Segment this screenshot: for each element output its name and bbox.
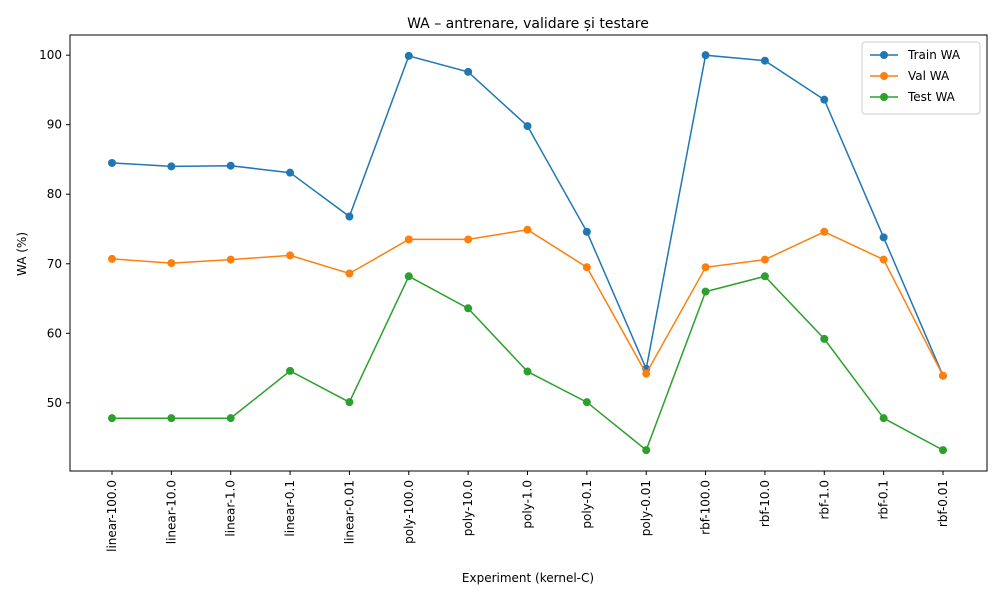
x-tick-label: rbf-0.01 — [936, 480, 950, 527]
plot-frame — [69, 34, 988, 472]
legend-train-wa-marker — [880, 51, 888, 59]
x-tick-label: poly-1.0 — [521, 480, 535, 529]
chart-title: WA – antrenare, validare și testare — [407, 16, 649, 32]
val-wa-point — [345, 269, 354, 278]
val-wa-point — [108, 254, 116, 263]
val-wa-point — [286, 251, 295, 260]
train-wa-point — [226, 161, 235, 170]
y-tick-label: 80 — [47, 187, 62, 201]
legend-test-wa-label: Test WA — [907, 90, 956, 104]
train-wa-point — [582, 227, 591, 236]
x-tick-label: poly-0.01 — [639, 480, 653, 536]
x-tick-label: rbf-0.1 — [877, 480, 891, 520]
train-wa-point — [167, 162, 176, 171]
test-wa-point — [286, 366, 295, 375]
val-wa-point — [404, 235, 413, 244]
test-wa-point — [760, 272, 769, 281]
plot-area: 50 60 70 80 90 100 linear-100.0 linear-10.0 line… — [39, 34, 988, 552]
x-tick-label: linear-10.0 — [164, 480, 178, 544]
test-wa-point — [582, 398, 591, 407]
y-tick-label: 100 — [39, 48, 62, 62]
legend-train-wa-label: Train WA — [907, 48, 961, 62]
test-wa-point — [108, 414, 116, 423]
test-wa-point — [167, 414, 176, 423]
val-wa-line — [111, 228, 944, 377]
test-wa-point — [820, 334, 829, 343]
val-wa-point — [582, 263, 591, 272]
y-tick-label: 90 — [47, 118, 62, 132]
val-wa-point — [939, 371, 947, 380]
legend-box — [861, 41, 981, 115]
x-tick-label: linear-0.01 — [342, 480, 356, 544]
x-tick-label: linear-1.0 — [224, 480, 238, 537]
y-tick-label: 50 — [47, 396, 62, 410]
val-wa-point — [464, 235, 473, 244]
test-wa-point — [879, 414, 888, 423]
x-tick-label: rbf-10.0 — [758, 480, 772, 527]
test-wa-line — [112, 275, 944, 452]
x-tick-label: poly-0.1 — [580, 480, 594, 529]
x-tick-label: poly-10.0 — [461, 480, 475, 536]
test-wa-point — [345, 398, 354, 407]
y-tick-label: 70 — [47, 257, 62, 271]
y-tick-label: 60 — [47, 326, 62, 340]
x-tick-label: linear-0.1 — [283, 480, 297, 537]
train-wa-point — [701, 51, 710, 60]
test-wa-point — [464, 304, 473, 313]
train-wa-point — [286, 168, 295, 177]
train-wa-point — [523, 122, 532, 131]
legend: Train WA Val WA Test WA — [861, 41, 981, 115]
train-wa-line — [111, 54, 944, 376]
val-wa-point — [879, 255, 888, 264]
x-tick-label: poly-100.0 — [402, 480, 416, 544]
val-wa-point — [701, 263, 710, 272]
train-wa-point — [820, 95, 829, 104]
val-wa-point — [820, 227, 829, 236]
train-wa-point — [108, 158, 116, 167]
legend-test-wa-marker — [880, 93, 888, 101]
train-wa-point — [404, 51, 413, 60]
val-wa-point — [642, 369, 651, 378]
train-wa-point — [760, 56, 769, 65]
x-axis-label: Experiment (kernel-C) — [462, 571, 594, 585]
test-wa-point — [226, 414, 235, 423]
test-wa-point — [642, 446, 651, 455]
train-wa-point — [345, 212, 354, 221]
val-wa-point — [226, 255, 235, 264]
test-wa-point — [701, 287, 710, 296]
legend-val-wa-label: Val WA — [908, 69, 950, 83]
train-wa-point — [879, 233, 888, 242]
x-tick-label: linear-100.0 — [105, 480, 119, 552]
x-tick-label: rbf-100.0 — [699, 480, 713, 535]
test-wa-point — [939, 446, 947, 455]
y-axis-label: WA (%) — [15, 232, 29, 276]
x-tick-label: rbf-1.0 — [817, 480, 831, 520]
val-wa-point — [523, 225, 532, 234]
test-wa-point — [523, 367, 532, 376]
train-wa-point — [464, 67, 473, 76]
legend-val-wa-marker — [880, 72, 888, 80]
test-wa-point — [404, 272, 413, 281]
val-wa-point — [167, 259, 176, 268]
val-wa-point — [760, 255, 769, 264]
